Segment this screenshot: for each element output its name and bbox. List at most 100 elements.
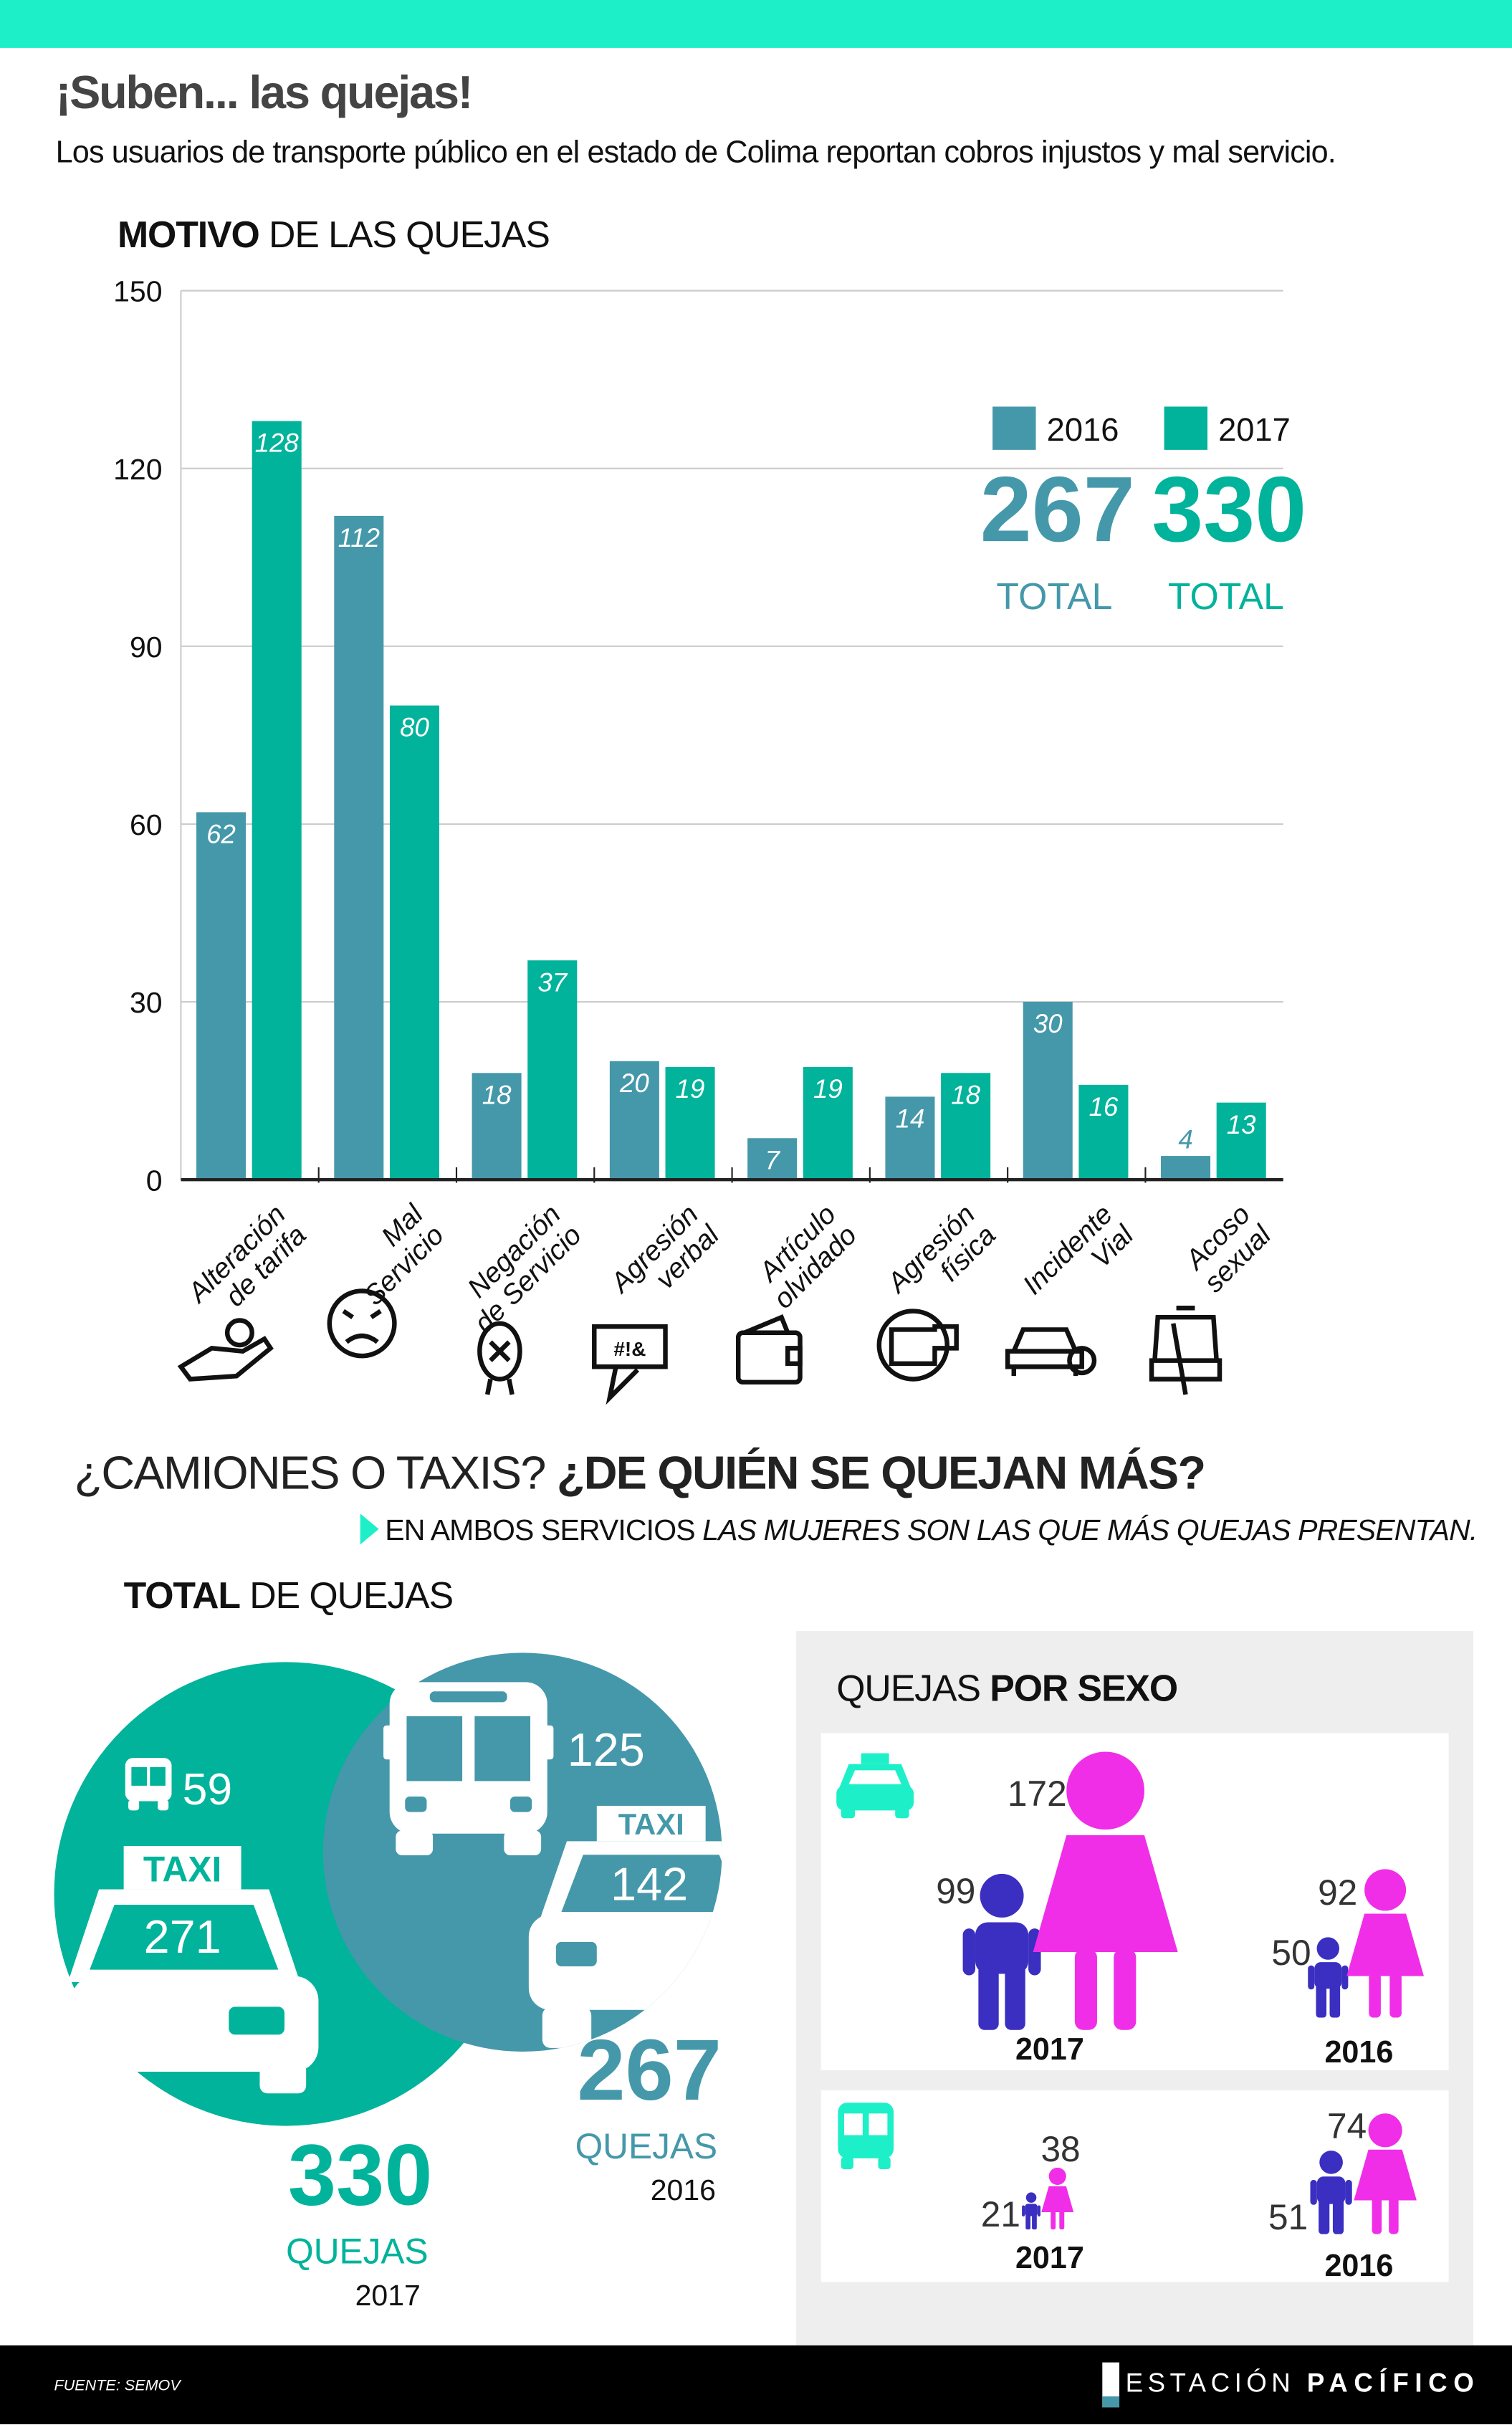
bar-value-label: 18 (951, 1080, 980, 1109)
bar-2017 (389, 705, 439, 1180)
taxi-icon-small (836, 1753, 914, 1819)
taxi-sign-label: TAXI (618, 1807, 684, 1841)
hand-coin-icon (177, 1318, 274, 1382)
fire (1067, 1346, 1097, 1376)
logo-bold: PACÍFICO (1306, 2368, 1480, 2398)
legend-label: 2017 (1218, 411, 1291, 448)
man-icon (1310, 2151, 1352, 2234)
bar-2016 (609, 1061, 659, 1180)
logo-mark-icon (1102, 2362, 1120, 2408)
taxi-2017-women-count: 172 (1008, 1774, 1067, 1814)
section2-title-bold: ¿DE QUIÉN SE QUEJAN MÁS? (556, 1448, 1206, 1500)
bar-value-label: 30 (1033, 1009, 1063, 1038)
icon-stroke (889, 1324, 959, 1367)
bus-2016-men-count: 51 (1268, 2197, 1308, 2237)
head (1319, 2151, 1343, 2174)
source-note: FUENTE: SEMOV (54, 2378, 181, 2395)
bar-value-label: 14 (896, 1104, 925, 1134)
icon-text: #!& (613, 1338, 646, 1360)
torso (1316, 2176, 1346, 2204)
total-2017-year: 2017 (355, 2279, 421, 2312)
bar-2017 (665, 1067, 715, 1180)
leg (1074, 1948, 1097, 2030)
leg (1316, 1984, 1327, 2018)
total-value: 330 (1152, 458, 1306, 561)
bar-value-label: 16 (1089, 1092, 1119, 1121)
leg (1025, 2214, 1031, 2230)
bar-2017 (941, 1073, 991, 1180)
leg (1389, 2197, 1399, 2234)
arm (962, 1928, 976, 1976)
woman-icon (1041, 2167, 1074, 2230)
total-2016: 267 (577, 2022, 722, 2118)
taxi-2016-count: 142 (611, 1858, 688, 1910)
arm (1345, 2179, 1352, 2205)
woman-icon (1033, 1751, 1178, 2030)
bar-value-label: 62 (206, 820, 236, 849)
arm (1037, 2205, 1040, 2216)
body (477, 1321, 522, 1382)
total-label: TOTAL (996, 575, 1112, 617)
taxi-2016-year: 2016 (1324, 2035, 1393, 2070)
brand-logo: ESTACIÓN PACÍFICO (1102, 2362, 1480, 2408)
bar-value-label: 128 (255, 429, 300, 458)
icon-stroke (1005, 1327, 1084, 1377)
bus-2017-women-count: 38 (1040, 2129, 1080, 2169)
bar-2016 (747, 1138, 798, 1180)
bus-2016-women-count: 74 (1327, 2106, 1367, 2146)
icon-stroke (606, 1366, 639, 1405)
harassment-bus-icon (1149, 1306, 1222, 1395)
denied-person-icon (477, 1321, 522, 1395)
ring (876, 1309, 949, 1382)
totals-title-rest: DE QUEJAS (239, 1575, 454, 1617)
bar-value-label: 19 (676, 1074, 705, 1104)
dress (1033, 1835, 1178, 1953)
taxi-2017-count: 271 (144, 1910, 221, 1963)
icon-stroke (1149, 1306, 1222, 1395)
bar-2016 (1161, 1156, 1211, 1180)
icon-stroke (342, 1309, 382, 1344)
y-tick-label: 60 (130, 808, 163, 841)
bar-value-label: 19 (813, 1074, 843, 1104)
bus-2016-count: 125 (568, 1723, 645, 1776)
total-2016-label: QUEJAS (575, 2126, 718, 2166)
torso (1025, 2204, 1038, 2216)
arm (1341, 1965, 1349, 1990)
totals-title: TOTAL DE QUEJAS (124, 1575, 454, 1618)
leg (978, 1964, 999, 2030)
y-tick-label: 90 (130, 631, 163, 664)
torso (1314, 1962, 1342, 1989)
complaints-bar-chart: 0 30 60 90 120 150 62 128 112 80 18 37 20 19 7 19 14 18 30… (113, 275, 1306, 1405)
total-label: TOTAL (1168, 575, 1284, 617)
taxi-2016-women-count: 92 (1318, 1872, 1357, 1913)
y-tick-label: 0 (146, 1164, 163, 1197)
bus-icon-teal (838, 2103, 894, 2169)
bar-value-label: 20 (619, 1068, 649, 1098)
head (1316, 1937, 1339, 1960)
bus-2017-count: 59 (183, 1764, 233, 1814)
bar-value-label: 37 (537, 967, 568, 997)
section2-title: ¿CAMIONES O TAXIS? ¿DE QUIÉN SE QUEJAN M… (74, 1448, 1206, 1501)
page-title: ¡Suben... las quejas! (55, 67, 474, 120)
legend-swatch-2016 (992, 406, 1036, 450)
man-icon (1308, 1937, 1349, 2018)
section2-sub-italic: LAS MUJERES SON LAS QUE MÁS QUEJAS PRESE… (702, 1515, 1478, 1548)
arm (1022, 2205, 1025, 2216)
total-value: 267 (980, 458, 1135, 561)
bar-value-label: 112 (338, 523, 380, 553)
bar-2017 (1078, 1084, 1129, 1180)
bar-value-label: 80 (400, 713, 429, 742)
section2-title-light: ¿CAMIONES O TAXIS? (74, 1448, 557, 1500)
by-sex-title-bold: POR SEXO (990, 1668, 1178, 1711)
arm (1308, 1965, 1315, 1990)
face (327, 1288, 397, 1359)
bar-value-label: 7 (765, 1145, 780, 1175)
triangle-bullet-icon (360, 1513, 379, 1545)
leg (1369, 1973, 1381, 2018)
bubble (592, 1324, 668, 1369)
section2-subtitle: EN AMBOS SERVICIOS LAS MUJERES SON LAS Q… (360, 1513, 1478, 1549)
leg (1059, 2209, 1065, 2230)
taxi-sign-label: TAXI (143, 1850, 221, 1890)
head (1368, 2113, 1402, 2148)
